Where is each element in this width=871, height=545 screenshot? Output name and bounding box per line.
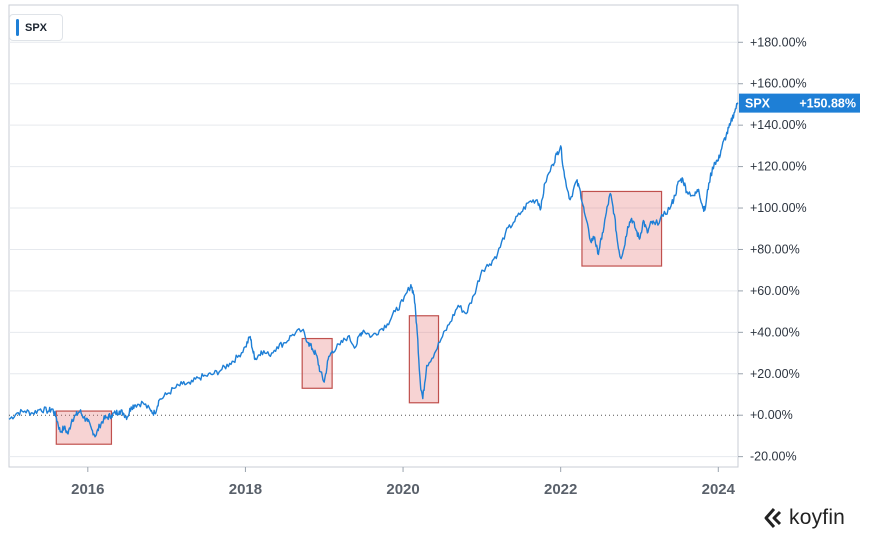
highlight-boxes xyxy=(55,190,663,445)
grid-layer xyxy=(8,4,739,468)
y-tick-label: +100.00% xyxy=(750,201,807,215)
series-layer xyxy=(8,102,739,438)
koyfin-logo-icon xyxy=(764,508,782,528)
legend-swatch xyxy=(16,19,19,36)
y-tick-label: -20.00% xyxy=(750,450,797,464)
x-tick-label: 2024 xyxy=(702,481,736,498)
y-tick-label: +120.00% xyxy=(750,160,807,174)
series-line-spx xyxy=(8,102,739,438)
x-tick-label: 2016 xyxy=(71,481,104,498)
x-tick-label: 2018 xyxy=(229,481,262,498)
y-tick-label: +180.00% xyxy=(750,35,807,49)
y-tick-label: +160.00% xyxy=(750,77,807,91)
brand-logo: koyfin xyxy=(763,506,845,530)
y-tick-label: +60.00% xyxy=(750,284,800,298)
legend-label: SPX xyxy=(25,21,48,34)
last-value-badge xyxy=(739,93,860,113)
axes-layer: +180.00% +160.00% +140.00% +120.00% +100.00%… xyxy=(71,35,860,498)
y-tick-label: +0.00% xyxy=(750,408,793,422)
x-tick-label: 2020 xyxy=(386,481,419,498)
last-value-label: +150.88% xyxy=(799,97,856,111)
legend[interactable]: SPX xyxy=(9,14,63,41)
brand-name: koyfin xyxy=(789,506,846,529)
x-tick-label: 2022 xyxy=(544,481,577,498)
highlight-box xyxy=(408,315,440,404)
y-tick-label: +20.00% xyxy=(750,367,800,381)
y-tick-label: +40.00% xyxy=(750,325,800,339)
last-value-series-name: SPX xyxy=(745,97,771,111)
y-tick-label: +140.00% xyxy=(750,118,807,132)
plot-frame xyxy=(8,4,739,468)
y-tick-label: +80.00% xyxy=(750,242,800,256)
